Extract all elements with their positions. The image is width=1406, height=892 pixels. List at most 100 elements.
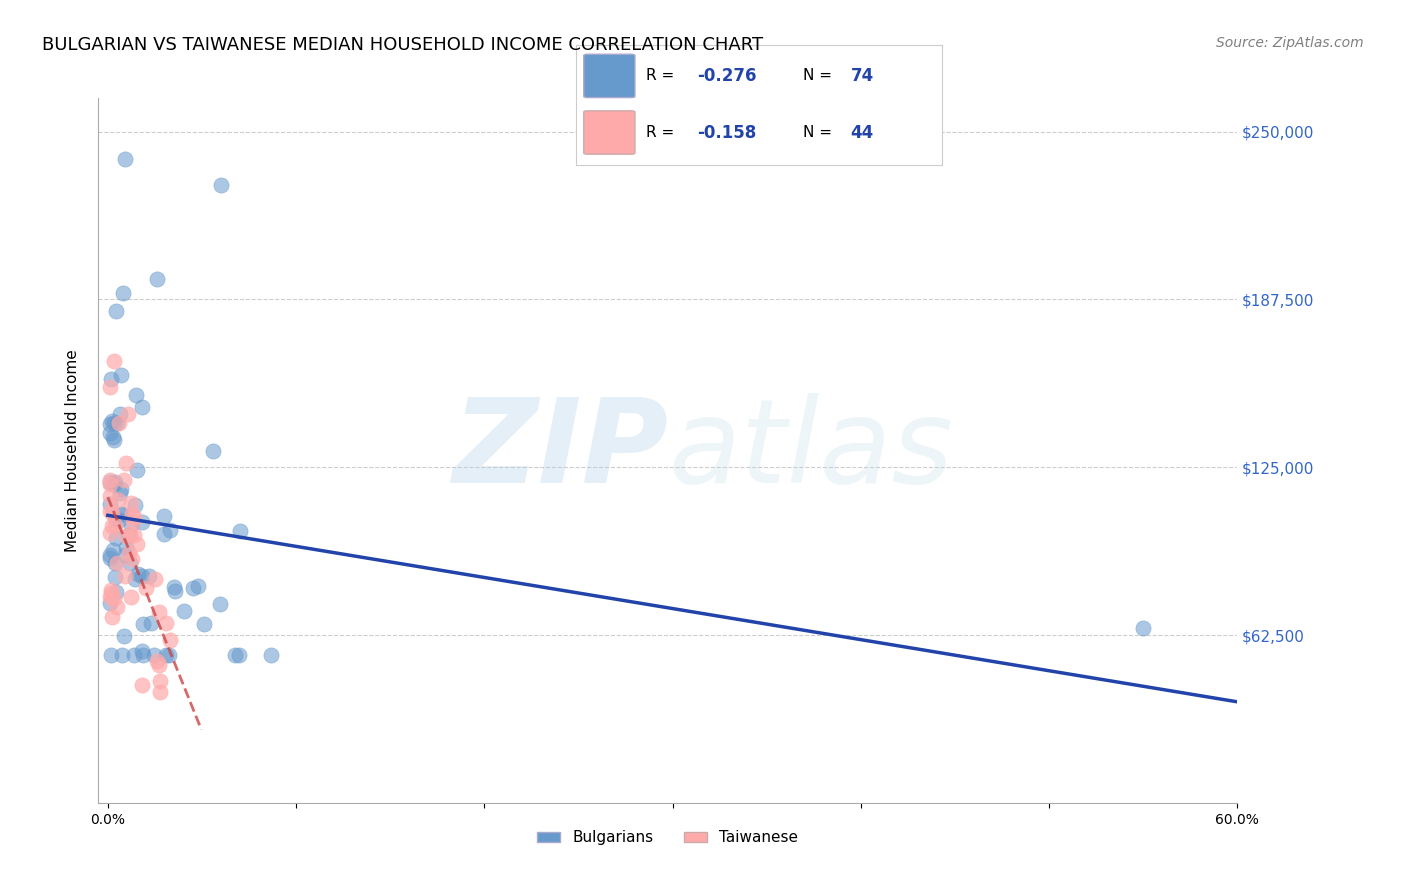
Taiwanese [155,615,177,630]
Taiwanese [120,496,142,510]
Bulgarians [111,648,134,662]
Bulgarians [110,368,132,383]
Taiwanese [114,529,136,543]
Taiwanese [120,527,142,541]
Bulgarians [103,433,125,447]
Bulgarians [101,543,124,558]
Taiwanese [101,518,124,533]
Y-axis label: Median Household Income: Median Household Income [65,349,80,552]
Taiwanese [103,518,125,533]
Bulgarians [105,304,128,318]
Bulgarians [115,540,138,554]
Bulgarians [157,648,180,662]
FancyBboxPatch shape [583,111,636,154]
Taiwanese [148,606,170,620]
Taiwanese [98,526,121,541]
Bulgarians [181,581,204,595]
Taiwanese [146,655,169,669]
Bulgarians [98,475,121,489]
Bulgarians [98,548,121,562]
Bulgarians [193,617,215,632]
Bulgarians [132,616,155,631]
Bulgarians [103,430,125,444]
Bulgarians [103,476,125,491]
Bulgarians [110,407,132,421]
Taiwanese [100,586,122,600]
Taiwanese [135,581,157,595]
Bulgarians [104,584,127,599]
Taiwanese [112,473,135,487]
Bulgarians [114,629,136,643]
Bulgarians [108,485,131,500]
Bulgarians [108,513,131,527]
Bulgarians [159,523,181,537]
Taiwanese [118,546,141,560]
Text: R =: R = [645,125,679,140]
Bulgarians [125,388,148,402]
Bulgarians [138,569,160,583]
Bulgarians [114,152,136,166]
Bulgarians [124,572,146,586]
Bulgarians [146,272,169,286]
Bulgarians [104,475,127,490]
Text: -0.276: -0.276 [697,67,756,85]
Bulgarians [103,416,125,430]
Text: -0.158: -0.158 [697,123,756,142]
Bulgarians [143,648,166,662]
Bulgarians [229,524,252,538]
Bulgarians [120,518,142,533]
Bulgarians [98,596,121,610]
Text: R =: R = [645,69,679,84]
Text: N =: N = [803,69,837,84]
Taiwanese [98,489,121,503]
Taiwanese [101,609,124,624]
Bulgarians [173,604,195,618]
Taiwanese [100,582,122,597]
Text: Source: ZipAtlas.com: Source: ZipAtlas.com [1216,36,1364,50]
Taiwanese [124,510,146,524]
Bulgarians [118,556,141,570]
Bulgarians [105,531,128,545]
Bulgarians [152,508,174,523]
Bulgarians [104,556,127,570]
Bulgarians [153,526,176,541]
Bulgarians [98,417,121,432]
Bulgarians [118,528,141,542]
Bulgarians [105,512,128,526]
Taiwanese [108,416,131,430]
Taiwanese [107,493,129,508]
Bulgarians [105,417,128,431]
Taiwanese [103,353,125,368]
Bulgarians [98,426,121,441]
Bulgarians [202,443,225,458]
Taiwanese [105,556,128,570]
Bulgarians [110,507,132,521]
Bulgarians [127,566,149,581]
Taiwanese [98,590,121,604]
Text: 44: 44 [851,123,875,142]
Bulgarians [114,548,136,562]
Taiwanese [124,527,146,541]
Taiwanese [122,514,145,528]
Bulgarians [124,498,146,512]
Bulgarians [224,648,246,662]
Bulgarians [127,463,149,477]
Bulgarians [208,598,231,612]
Text: BULGARIAN VS TAIWANESE MEDIAN HOUSEHOLD INCOME CORRELATION CHART: BULGARIAN VS TAIWANESE MEDIAN HOUSEHOLD … [42,36,763,54]
Bulgarians [100,372,122,386]
Bulgarians [228,648,250,662]
Taiwanese [149,673,172,688]
Text: atlas: atlas [668,393,953,508]
Taiwanese [98,473,121,487]
Bulgarians [131,568,153,582]
Bulgarians [110,507,132,521]
Bulgarians [110,482,132,496]
Taiwanese [121,552,143,566]
Bulgarians [155,648,177,662]
Legend: Bulgarians, Taiwanese: Bulgarians, Taiwanese [531,824,804,852]
Text: 74: 74 [851,67,875,85]
Taiwanese [121,507,143,521]
Taiwanese [120,591,142,605]
Bulgarians [131,516,153,530]
Bulgarians [209,178,232,193]
